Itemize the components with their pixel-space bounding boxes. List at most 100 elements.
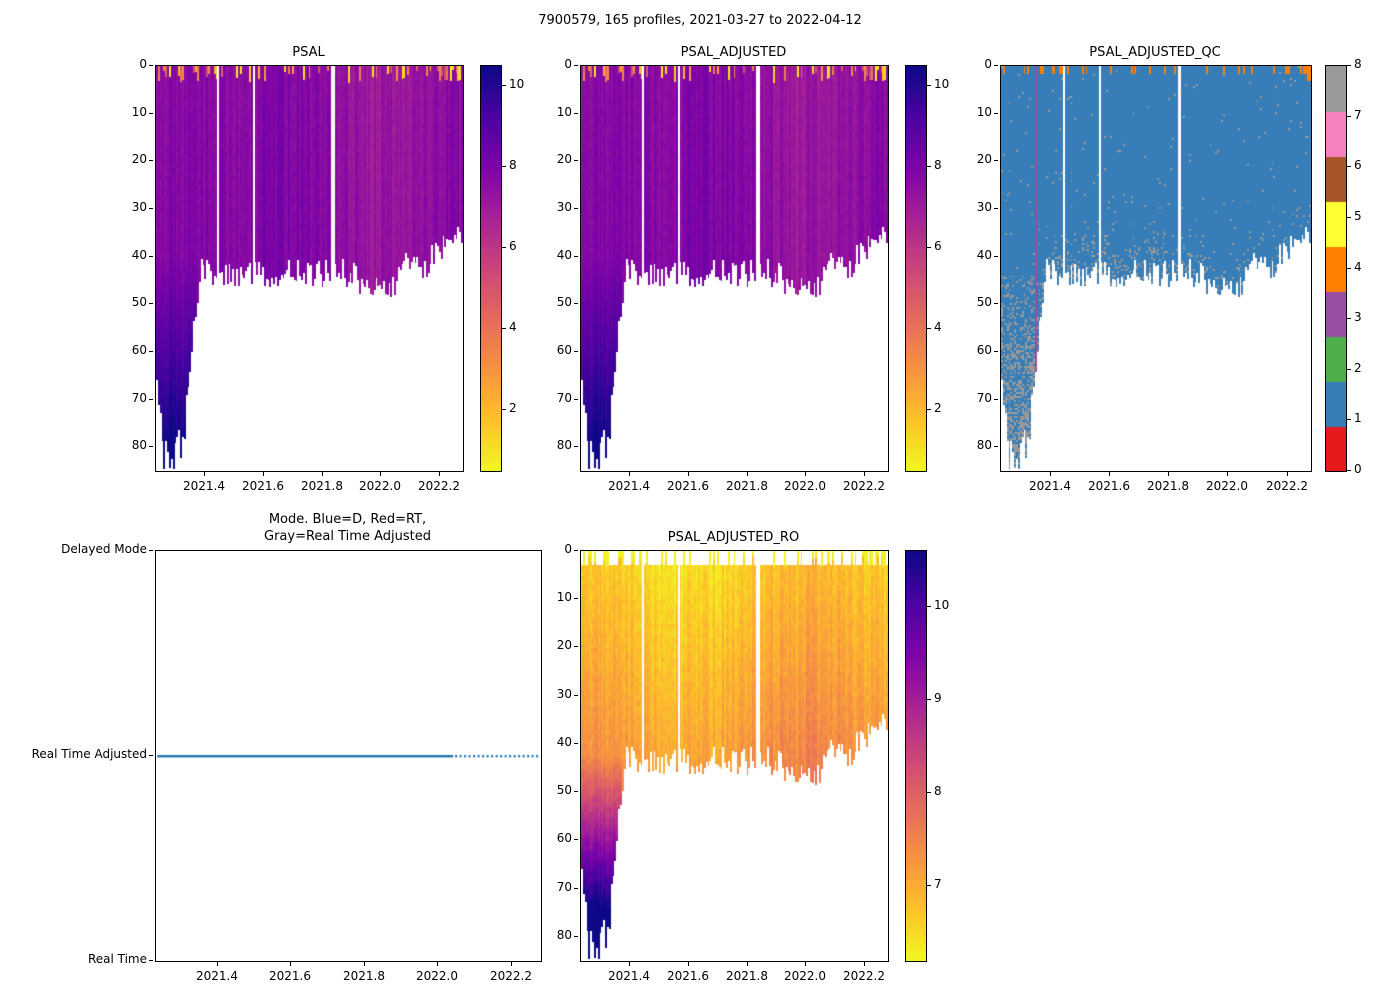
colorbar-tick [1347, 268, 1351, 269]
x-tick [364, 962, 365, 966]
colorbar-tick [502, 166, 506, 167]
colorbar-tick [927, 885, 931, 886]
x-tick-label: 2021.8 [1147, 479, 1189, 493]
x-tick-label: 2021.4 [196, 969, 238, 983]
colorbar-tick-label: 5 [1354, 209, 1362, 223]
x-tick-label: 2021.4 [608, 479, 650, 493]
y-tick [994, 399, 998, 400]
mode-line-plot [155, 550, 542, 962]
x-tick [864, 472, 865, 476]
y-tick-label: 20 [131, 152, 147, 166]
colorbar-tick-label: 6 [934, 239, 942, 253]
x-tick-label: 2021.4 [183, 479, 225, 493]
psal-adjusted-ro-colorbar [905, 550, 927, 962]
y-tick-label: 40 [556, 735, 572, 749]
x-tick-label: 2022.0 [784, 969, 826, 983]
colorbar-tick [927, 699, 931, 700]
y-tick [149, 208, 153, 209]
x-tick-label: 2021.6 [242, 479, 284, 493]
y-tick [149, 399, 153, 400]
y-tick [574, 256, 578, 257]
colorbar-tick-label: 4 [934, 320, 942, 334]
colorbar-tick [927, 247, 931, 248]
mode-title-line-2: Gray=Real Time Adjusted [264, 529, 431, 544]
x-tick [1109, 472, 1110, 476]
x-tick [511, 962, 512, 966]
y-tick [994, 303, 998, 304]
y-tick [994, 446, 998, 447]
psal-colorbar [480, 65, 502, 472]
y-tick-label: 80 [131, 438, 147, 452]
colorbar-tick [1347, 65, 1351, 66]
y-tick [574, 598, 578, 599]
mode-title-line-1: Mode. Blue=D, Red=RT, [268, 512, 427, 527]
mode-category-label: Real Time [87, 952, 147, 966]
y-tick-label: 50 [131, 295, 147, 309]
y-tick-label: 70 [556, 880, 572, 894]
colorbar-tick-label: 2 [1354, 361, 1362, 375]
y-tick [574, 646, 578, 647]
x-tick [688, 962, 689, 966]
y-tick [574, 446, 578, 447]
colorbar-tick-label: 2 [934, 401, 942, 415]
colorbar-tick-label: 8 [509, 158, 517, 172]
x-tick [439, 472, 440, 476]
colorbar-tick-label: 8 [934, 158, 942, 172]
psal-adjusted-qc-axes-title: PSAL_ADJUSTED_QC [1089, 45, 1221, 60]
y-tick [574, 888, 578, 889]
y-tick [574, 65, 578, 66]
x-tick-label: 2022.0 [416, 969, 458, 983]
y-tick-label: 30 [556, 687, 572, 701]
colorbar-tick [927, 409, 931, 410]
x-tick [437, 962, 438, 966]
x-tick-label: 2021.4 [608, 969, 650, 983]
colorbar-tick [1347, 217, 1351, 218]
colorbar-tick-label: 1 [1354, 411, 1362, 425]
x-tick-label: 2021.8 [343, 969, 385, 983]
y-tick [994, 65, 998, 66]
colorbar-tick [1347, 116, 1351, 117]
colorbar-tick-label: 7 [934, 877, 942, 891]
y-tick [149, 446, 153, 447]
x-tick-label: 2022.2 [843, 969, 885, 983]
y-tick [574, 550, 578, 551]
y-tick [574, 160, 578, 161]
x-tick [1227, 472, 1228, 476]
x-tick [864, 962, 865, 966]
y-tick [574, 936, 578, 937]
psal-axes-title: PSAL [292, 45, 325, 60]
y-tick-label: 70 [556, 391, 572, 405]
y-tick-label: 70 [976, 391, 992, 405]
y-tick [574, 208, 578, 209]
colorbar-tick [927, 166, 931, 167]
y-tick [574, 743, 578, 744]
x-tick-label: 2022.0 [359, 479, 401, 493]
colorbar-tick [927, 85, 931, 86]
colorbar-tick-label: 3 [1354, 310, 1362, 324]
psal-adjusted-colorbar [905, 65, 927, 472]
y-tick-label: 40 [556, 248, 572, 262]
x-tick [629, 962, 630, 966]
y-tick-label: 30 [976, 200, 992, 214]
colorbar-tick-label: 10 [934, 598, 950, 612]
colorbar-tick-label: 4 [509, 320, 517, 334]
colorbar-tick [927, 792, 931, 793]
mode-axes-title: Mode. Blue=D, Red=RT, Gray=Real Time Adj… [155, 511, 540, 545]
colorbar-tick-label: 8 [1354, 57, 1362, 71]
y-tick-label: 80 [556, 928, 572, 942]
colorbar-tick [1347, 369, 1351, 370]
colorbar-tick [927, 328, 931, 329]
y-tick [574, 791, 578, 792]
y-tick [574, 351, 578, 352]
y-tick-label: 70 [131, 391, 147, 405]
x-tick-label: 2022.0 [784, 479, 826, 493]
x-tick [805, 472, 806, 476]
colorbar-tick-label: 9 [934, 691, 942, 705]
y-tick-label: 10 [976, 105, 992, 119]
y-tick [149, 351, 153, 352]
y-tick [994, 351, 998, 352]
x-tick-label: 2021.6 [269, 969, 311, 983]
y-tick-label: 0 [564, 542, 572, 556]
x-tick-label: 2022.0 [1206, 479, 1248, 493]
x-tick [747, 472, 748, 476]
